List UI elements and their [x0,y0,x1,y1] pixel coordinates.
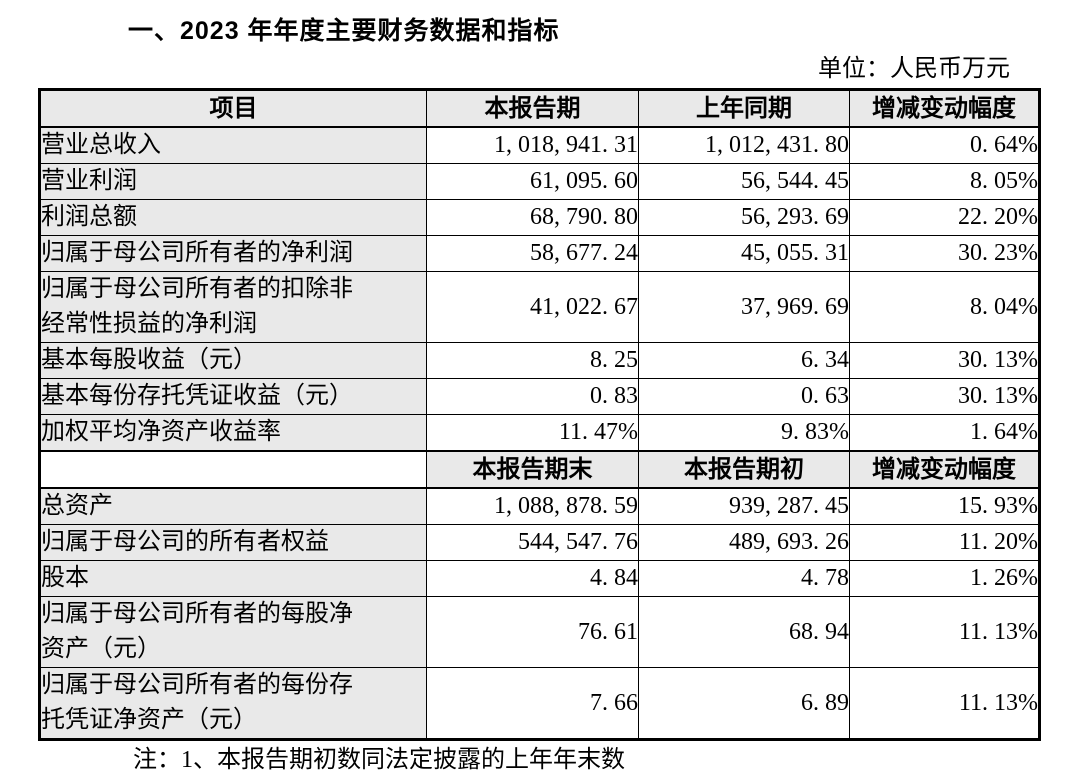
prior-value-cell: 6. 89 [638,667,850,740]
table-row: 归属于母公司所有者的扣除非 经常性损益的净利润 41, 022. 67 37, … [39,271,1040,343]
item-cell: 利润总额 [39,199,427,236]
item-cell: 基本每份存托凭证收益（元） [39,378,427,415]
change-value-cell: 0. 64% [849,126,1040,164]
table-row: 总资产 1, 088, 878. 59 939, 287. 45 15. 93% [39,487,1040,525]
header-cell-current-period: 本报告期 [426,88,639,128]
current-value-cell: 68, 790. 80 [426,199,639,236]
item-cell: 加权平均净资产收益率 [39,414,427,452]
prior-value-cell: 68. 94 [638,596,850,668]
current-value-cell: 76. 61 [426,596,639,668]
prior-value-cell: 0. 63 [638,378,850,415]
current-value-cell: 61, 095. 60 [426,163,639,200]
unit-label: 单位：人民币万元 [818,56,1010,82]
item-cell: 归属于母公司所有者的每股净 资产（元） [39,596,427,668]
item-cell: 归属于母公司所有者的每份存 托凭证净资产（元） [39,667,427,740]
financial-table: 项目 本报告期 上年同期 增减变动幅度 营业总收入 1, 018, 941. 3… [38,88,1041,741]
change-value-cell: 11. 13% [849,667,1040,740]
header-cell-change: 增减变动幅度 [849,88,1040,128]
prior-value-cell: 45, 055. 31 [638,235,850,272]
table-row: 归属于母公司所有者的每股净 资产（元） 76. 61 68. 94 11. 13… [39,596,1040,668]
table-row: 基本每份存托凭证收益（元） 0. 83 0. 63 30. 13% [39,378,1040,415]
change-value-cell: 1. 26% [849,560,1040,597]
item-cell: 归属于母公司的所有者权益 [39,524,427,561]
item-cell: 基本每股收益（元） [39,342,427,379]
balance-header-row: 本报告期末 本报告期初 增减变动幅度 [39,450,1040,489]
prior-value-cell: 56, 544. 45 [638,163,850,200]
prior-value-cell: 939, 287. 45 [638,487,850,525]
change-value-cell: 11. 13% [849,596,1040,668]
current-value-cell: 4. 84 [426,560,639,597]
header-cell-item: 项目 [39,88,427,128]
prior-value-cell: 9. 83% [638,414,850,452]
change-value-cell: 22. 20% [849,199,1040,236]
current-value-cell: 1, 018, 941. 31 [426,126,639,164]
change-value-cell: 8. 04% [849,271,1040,343]
item-cell: 营业利润 [39,163,427,200]
change-value-cell: 30. 23% [849,235,1040,272]
change-value-cell: 8. 05% [849,163,1040,200]
current-value-cell: 0. 83 [426,378,639,415]
table-row: 加权平均净资产收益率 11. 47% 9. 83% 1. 64% [39,414,1040,452]
header-cell-period-end: 本报告期末 [426,450,639,489]
current-value-cell: 8. 25 [426,342,639,379]
current-value-cell: 11. 47% [426,414,639,452]
item-cell: 总资产 [39,487,427,525]
table-row: 营业总收入 1, 018, 941. 31 1, 012, 431. 80 0.… [39,126,1040,164]
change-value-cell: 11. 20% [849,524,1040,561]
item-cell: 股本 [39,560,427,597]
item-cell: 归属于母公司所有者的净利润 [39,235,427,272]
current-value-cell: 1, 088, 878. 59 [426,487,639,525]
change-value-cell: 1. 64% [849,414,1040,452]
table-row: 归属于母公司的所有者权益 544, 547. 76 489, 693. 26 1… [39,524,1040,561]
item-cell: 营业总收入 [39,126,427,164]
prior-value-cell: 37, 969. 69 [638,271,850,343]
current-value-cell: 41, 022. 67 [426,271,639,343]
prior-value-cell: 56, 293. 69 [638,199,850,236]
table-row: 股本 4. 84 4. 78 1. 26% [39,560,1040,597]
prior-value-cell: 6. 34 [638,342,850,379]
table-row: 归属于母公司所有者的净利润 58, 677. 24 45, 055. 31 30… [39,235,1040,272]
page-title: 一、2023 年年度主要财务数据和指标 [128,17,560,45]
table-row: 营业利润 61, 095. 60 56, 544. 45 8. 05% [39,163,1040,200]
table-row: 利润总额 68, 790. 80 56, 293. 69 22. 20% [39,199,1040,236]
header-cell-prior-period: 上年同期 [638,88,850,128]
table-row: 基本每股收益（元） 8. 25 6. 34 30. 13% [39,342,1040,379]
current-value-cell: 7. 66 [426,667,639,740]
header-cell-change: 增减变动幅度 [849,450,1040,489]
item-cell: 归属于母公司所有者的扣除非 经常性损益的净利润 [39,271,427,343]
period-header-row: 项目 本报告期 上年同期 增减变动幅度 [39,88,1040,128]
change-value-cell: 30. 13% [849,342,1040,379]
table-row: 归属于母公司所有者的每份存 托凭证净资产（元） 7. 66 6. 89 11. … [39,667,1040,740]
current-value-cell: 58, 677. 24 [426,235,639,272]
prior-value-cell: 1, 012, 431. 80 [638,126,850,164]
change-value-cell: 15. 93% [849,487,1040,525]
current-value-cell: 544, 547. 76 [426,524,639,561]
change-value-cell: 30. 13% [849,378,1040,415]
header-cell-period-begin: 本报告期初 [638,450,850,489]
prior-value-cell: 489, 693. 26 [638,524,850,561]
prior-value-cell: 4. 78 [638,560,850,597]
header-cell-blank [39,450,427,489]
